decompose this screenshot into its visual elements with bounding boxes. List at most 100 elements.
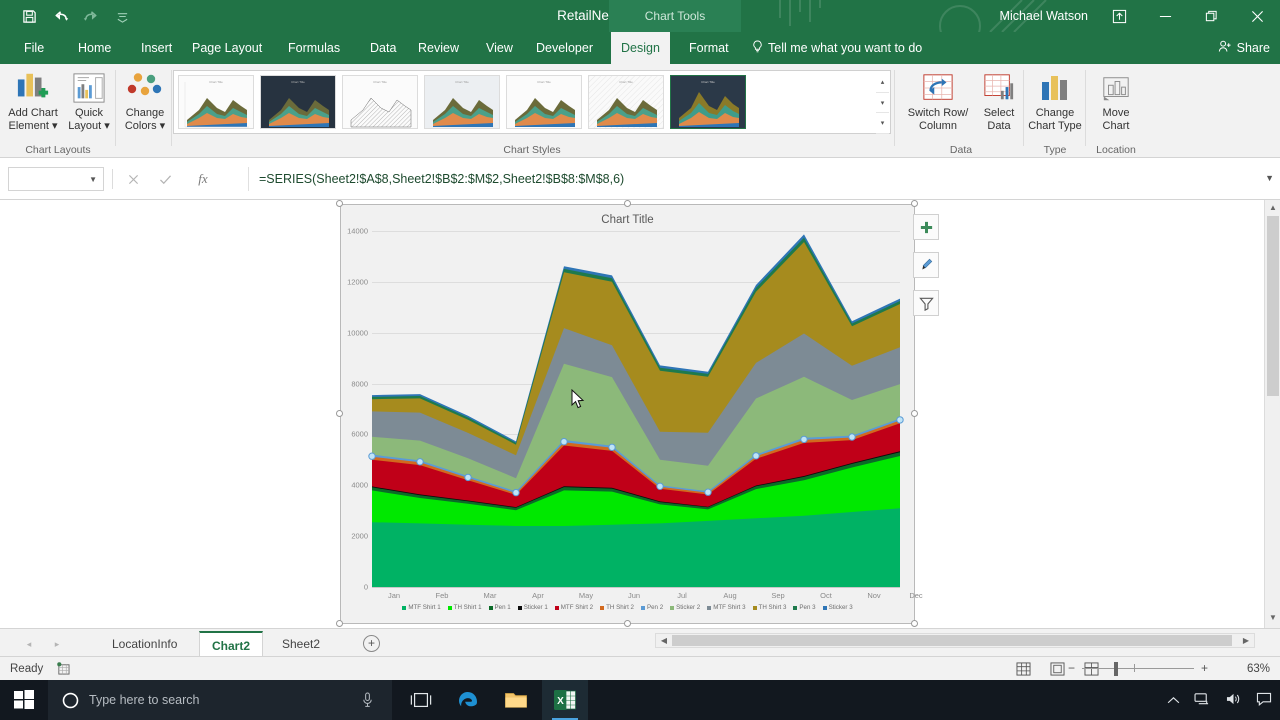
new-sheet-button[interactable]: +: [363, 635, 380, 652]
change-chart-type-button[interactable]: Change Chart Type: [1024, 68, 1086, 132]
horizontal-scroll-thumb[interactable]: [672, 635, 1232, 646]
chart-frame[interactable]: Chart Title 14000 12000 10000 8000 600: [340, 204, 939, 624]
vertical-scroll-thumb[interactable]: [1267, 216, 1279, 396]
microphone-icon[interactable]: [361, 692, 374, 708]
switch-row-column-button[interactable]: Switch Row/Column: [902, 68, 974, 132]
legend-item[interactable]: TH Shirt 3: [752, 604, 786, 611]
resize-handle-e[interactable]: [911, 410, 918, 417]
resize-handle-w[interactable]: [336, 410, 343, 417]
zoom-in-button[interactable]: +: [1200, 661, 1208, 675]
series-marker[interactable]: [704, 488, 712, 496]
ribbon-display-options-icon[interactable]: [1096, 0, 1142, 32]
tab-data[interactable]: Data: [370, 41, 397, 55]
account-name[interactable]: Michael Watson: [999, 9, 1088, 23]
series-marker[interactable]: [752, 452, 760, 460]
chart-style-thumb-2[interactable]: Chart Title: [260, 75, 336, 129]
add-chart-element-button[interactable]: Add Chart Element ▾: [2, 68, 64, 132]
select-data-button[interactable]: Select Data: [974, 68, 1024, 132]
search-box[interactable]: Type here to search: [48, 680, 392, 720]
vertical-scrollbar[interactable]: ▲ ▼: [1264, 200, 1280, 628]
close-icon[interactable]: [1234, 0, 1280, 32]
action-center-icon[interactable]: [1256, 692, 1272, 709]
tab-view[interactable]: View: [486, 41, 513, 55]
system-tray[interactable]: [1167, 680, 1272, 720]
tab-page-layout[interactable]: Page Layout: [192, 41, 263, 55]
move-chart-button[interactable]: Move Chart: [1086, 68, 1146, 132]
resize-handle-s[interactable]: [624, 620, 631, 627]
tab-formulas[interactable]: Formulas: [288, 41, 341, 55]
legend-item[interactable]: MTF Shirt 2: [554, 604, 593, 611]
series-marker[interactable]: [608, 443, 616, 452]
zoom-slider[interactable]: − +: [1068, 657, 1208, 681]
stacked-area-series-group[interactable]: [372, 231, 900, 587]
legend-item[interactable]: TH Shirt 2: [600, 604, 634, 611]
chart-plot-area[interactable]: 14000 12000 10000 8000 6000 4000 2000 0 …: [347, 227, 923, 601]
series-marker[interactable]: [464, 473, 472, 482]
resize-handle-se[interactable]: [911, 620, 918, 627]
chart-style-thumb-6[interactable]: Chart Title: [588, 75, 664, 129]
excel-icon[interactable]: X: [542, 680, 588, 720]
scroll-up-icon[interactable]: ▲: [1269, 203, 1277, 212]
zoom-out-button[interactable]: −: [1068, 661, 1076, 675]
show-hidden-icons-icon[interactable]: [1167, 693, 1180, 708]
chart-title[interactable]: Chart Title: [601, 214, 654, 226]
tab-insert[interactable]: Insert: [141, 41, 173, 55]
gallery-scroll-controls[interactable]: ▴ ▾ ▾: [876, 72, 889, 135]
chart-filters-button[interactable]: [913, 290, 939, 316]
tab-review[interactable]: Review: [418, 41, 459, 55]
legend-item[interactable]: Pen 1: [488, 604, 511, 611]
sheet-tab-bar[interactable]: ◂ ▸ LocationInfo Chart2 Sheet2 + ◀ ▶: [0, 628, 1280, 657]
series-marker[interactable]: [416, 458, 424, 466]
tab-home[interactable]: Home: [78, 41, 112, 55]
series-marker[interactable]: [896, 416, 904, 424]
save-icon[interactable]: [18, 5, 40, 27]
insert-function-icon[interactable]: fx: [198, 171, 208, 186]
series-marker[interactable]: [656, 482, 664, 491]
gallery-more-icon[interactable]: ▾: [876, 113, 889, 135]
resize-handle-nw[interactable]: [336, 200, 343, 207]
customize-qat-icon[interactable]: [111, 5, 133, 27]
zoom-level-label[interactable]: 63%: [1246, 663, 1270, 675]
selected-series-line[interactable]: [371, 419, 901, 494]
sheet-nav-next-icon[interactable]: ▸: [54, 639, 60, 649]
share-button[interactable]: Share: [1218, 32, 1270, 64]
network-icon[interactable]: [1194, 692, 1211, 709]
tab-design[interactable]: Design: [611, 32, 670, 64]
enter-formula-icon[interactable]: [152, 167, 178, 191]
minimize-icon[interactable]: [1142, 0, 1188, 32]
edge-icon[interactable]: [446, 680, 490, 720]
selected-series-markers[interactable]: [368, 231, 904, 587]
resize-handle-sw[interactable]: [336, 620, 343, 627]
change-colors-button[interactable]: Change Colors ▾: [114, 68, 176, 132]
legend-item[interactable]: MTF Shirt 1: [402, 604, 441, 611]
series-marker[interactable]: [368, 452, 376, 460]
chart-style-thumb-5[interactable]: Chart Title: [506, 75, 582, 129]
sheet-nav-prev-icon[interactable]: ◂: [26, 639, 32, 649]
scroll-down-icon[interactable]: ▼: [1269, 613, 1277, 622]
gallery-scroll-down-icon[interactable]: ▾: [876, 92, 889, 114]
task-view-icon[interactable]: [400, 680, 442, 720]
chart-style-thumb-3[interactable]: Chart Title: [342, 75, 418, 129]
resize-handle-ne[interactable]: [911, 200, 918, 207]
expand-formula-bar-icon[interactable]: ▼: [1265, 173, 1274, 183]
sheet-tab-locationinfo[interactable]: LocationInfo: [112, 637, 178, 651]
sheet-tab-sheet2[interactable]: Sheet2: [282, 637, 321, 651]
file-explorer-icon[interactable]: [494, 680, 538, 720]
chart-style-thumb-1[interactable]: Chart Title: [178, 75, 254, 129]
tab-file[interactable]: File: [24, 41, 45, 55]
legend-item[interactable]: MTF Shirt 3: [707, 604, 746, 611]
scroll-right-icon[interactable]: ▶: [1242, 636, 1250, 645]
chart-style-thumb-7[interactable]: Chart Title: [670, 75, 746, 129]
chart-styles-button[interactable]: [913, 252, 939, 278]
zoom-track[interactable]: [1082, 668, 1194, 669]
legend-item[interactable]: Pen 3: [793, 604, 816, 611]
ribbon-tab-bar[interactable]: File Home Insert Page Layout Formulas Da…: [0, 32, 1280, 64]
horizontal-scrollbar[interactable]: ◀ ▶: [655, 633, 1255, 648]
chart-style-thumb-4[interactable]: Chart Title: [424, 75, 500, 129]
legend-item[interactable]: Sticker 3: [822, 604, 853, 611]
cancel-formula-icon[interactable]: [120, 167, 146, 191]
windows-start-icon[interactable]: [0, 680, 48, 720]
zoom-thumb[interactable]: [1114, 662, 1118, 676]
legend-item[interactable]: Pen 2: [640, 604, 663, 611]
page-break-view-button[interactable]: [1080, 660, 1102, 678]
